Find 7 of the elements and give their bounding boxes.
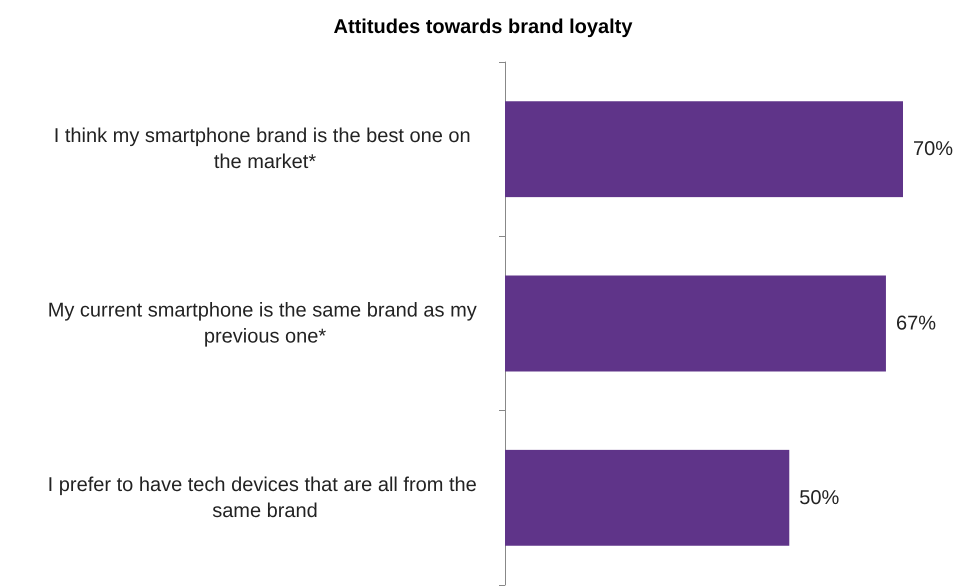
- chart-title: Attitudes towards brand loyalty: [334, 16, 634, 38]
- data-label: 50%: [799, 486, 840, 509]
- y-tick-label: I prefer to have tech devices that are all from the same brand: [48, 474, 482, 522]
- y-tick-label: I think my smartphone brand is the best one on the market*: [54, 125, 476, 174]
- y-tick-label: My current smartphone is the same brand as my previous one*: [48, 300, 482, 348]
- data-label: 67%: [896, 312, 936, 334]
- data-label: 70%: [913, 138, 954, 160]
